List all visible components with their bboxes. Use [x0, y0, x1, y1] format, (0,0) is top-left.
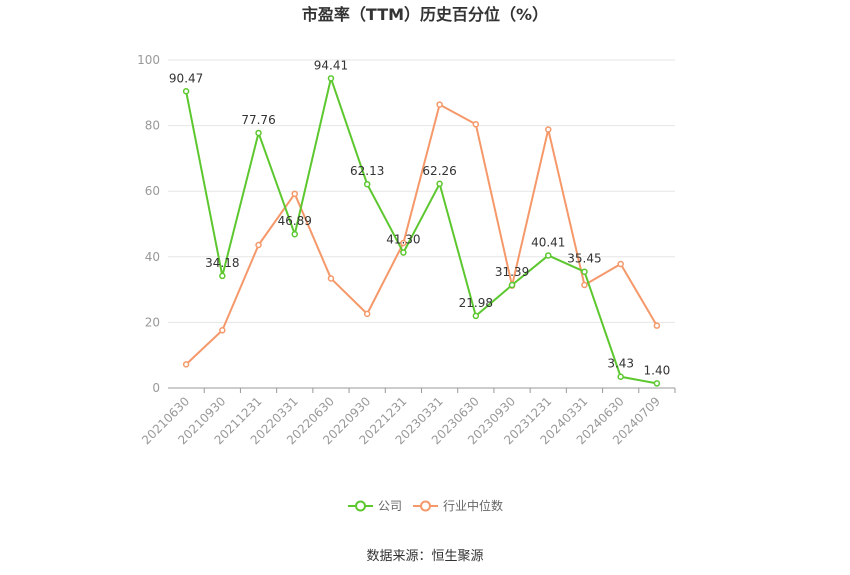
legend-item-0[interactable]: 公司	[348, 499, 402, 513]
data-point[interactable]	[291, 230, 298, 238]
legend-swatch-marker	[420, 500, 431, 512]
data-point[interactable]	[182, 88, 190, 95]
data-point[interactable]	[291, 190, 298, 198]
data-point[interactable]	[436, 101, 443, 108]
data-point[interactable]	[436, 180, 443, 188]
data-label: 21.98	[459, 296, 493, 310]
data-point[interactable]	[653, 322, 661, 329]
data-point[interactable]	[363, 310, 371, 318]
legend-item-1[interactable]: 行业中位数	[413, 498, 503, 513]
data-label: 31.39	[495, 265, 529, 279]
data-point[interactable]	[508, 281, 516, 289]
data-point[interactable]	[327, 275, 335, 282]
data-label: 62.26	[422, 164, 456, 178]
data-point[interactable]	[545, 126, 552, 133]
data-point[interactable]	[545, 252, 552, 259]
y-tick-label: 80	[145, 119, 160, 133]
y-tick-label: 0	[152, 381, 160, 395]
source-note: 数据来源：恒生聚源	[366, 549, 483, 564]
data-label: 3.43	[607, 357, 634, 371]
chart-title: 市盈率（TTM）历史百分位（%）	[302, 5, 548, 24]
legend-swatch-marker	[355, 500, 366, 512]
y-tick-label: 40	[145, 250, 160, 264]
legend-label: 行业中位数	[443, 498, 503, 513]
data-point[interactable]	[472, 312, 480, 320]
series	[182, 75, 661, 387]
legend[interactable]: 公司 行业中位数	[348, 498, 503, 513]
data-point[interactable]	[327, 75, 335, 82]
data-label: 41.30	[386, 233, 420, 247]
data-point[interactable]	[472, 121, 480, 128]
data-label: 40.41	[531, 235, 565, 249]
data-point[interactable]	[182, 361, 190, 368]
data-point[interactable]	[581, 281, 588, 289]
y-tick-label: 20	[145, 315, 160, 329]
data-point[interactable]	[400, 239, 407, 247]
data-point[interactable]	[617, 260, 624, 268]
data-point[interactable]	[617, 373, 624, 380]
y-tick-label: 100	[137, 53, 160, 67]
legend-label: 公司	[378, 499, 402, 513]
series-line-1	[185, 103, 658, 366]
data-label: 94.41	[314, 58, 348, 72]
data-point[interactable]	[581, 268, 588, 275]
data-point[interactable]	[400, 249, 407, 256]
data-label: 1.40	[644, 363, 671, 377]
series-line-0	[185, 77, 658, 385]
data-point[interactable]	[653, 380, 661, 387]
data-label: 90.47	[169, 71, 203, 85]
data-label: 77.76	[241, 113, 275, 127]
y-tick-label: 60	[145, 184, 160, 198]
data-label: 35.45	[567, 252, 601, 266]
data-point[interactable]	[363, 180, 371, 188]
data-point[interactable]	[255, 129, 262, 137]
data-point[interactable]	[255, 241, 262, 249]
data-point[interactable]	[219, 327, 226, 334]
data-label: 62.13	[350, 164, 384, 178]
data-labels: 90.47 34.18 77.76 46.89 94.41 62.13 41.30 62.26…	[169, 58, 670, 377]
data-label: 34.18	[205, 256, 239, 270]
data-point[interactable]	[219, 272, 226, 280]
data-label: 46.89	[278, 214, 312, 228]
